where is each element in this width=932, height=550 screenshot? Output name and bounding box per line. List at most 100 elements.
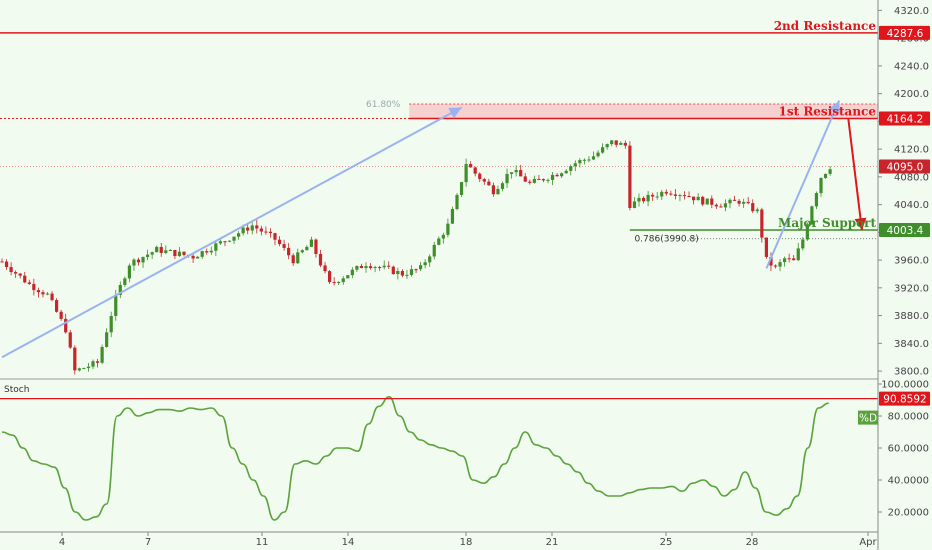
candle-body xyxy=(783,258,787,263)
candle-body xyxy=(64,318,68,333)
candle-body xyxy=(241,227,245,234)
candle-body xyxy=(14,272,18,274)
candle-body xyxy=(259,228,263,232)
candle-body xyxy=(246,227,250,231)
candle-body xyxy=(687,196,691,198)
candle-body xyxy=(660,191,664,197)
candle-body xyxy=(91,361,95,367)
major-support-label: Major Support xyxy=(778,216,876,230)
stoch-tick-label: 20.0000 xyxy=(888,508,929,519)
candle-body xyxy=(732,199,737,201)
candle-body xyxy=(455,194,459,210)
candle-body xyxy=(641,197,646,202)
candle-body xyxy=(168,249,172,251)
candle-body xyxy=(646,194,650,202)
candle-body xyxy=(814,193,819,207)
candle-body xyxy=(32,283,36,291)
candle-body xyxy=(346,275,350,279)
candle-body xyxy=(519,169,523,177)
candle-body xyxy=(623,142,627,146)
candle-body xyxy=(0,261,4,263)
candle-body xyxy=(277,239,282,245)
candle-body xyxy=(350,269,354,276)
candle-body xyxy=(810,206,814,225)
candle-body xyxy=(537,178,541,180)
candle-body xyxy=(696,196,700,201)
candle-body xyxy=(582,159,586,161)
candle-body xyxy=(723,203,728,208)
price-tick-label: 4080.0 xyxy=(894,172,929,183)
candle-body xyxy=(328,271,332,283)
candle-body xyxy=(550,174,555,180)
candle-body xyxy=(423,262,427,266)
candle-body xyxy=(823,173,828,178)
time-tick-label: 25 xyxy=(660,537,673,548)
candle-body xyxy=(500,183,505,189)
candle-body xyxy=(196,256,200,259)
candle-body xyxy=(560,173,564,177)
candle-body xyxy=(432,244,436,257)
price-tick-label: 3920.0 xyxy=(894,283,929,294)
candle-body xyxy=(223,241,227,243)
candle-body xyxy=(655,196,659,198)
candle-body xyxy=(705,198,709,205)
candle-body xyxy=(273,233,277,240)
candle-body xyxy=(314,239,318,254)
candle-body xyxy=(364,266,368,269)
candle-body xyxy=(59,311,63,319)
price-tick-label: 3840.0 xyxy=(894,339,929,350)
candle-body xyxy=(482,179,486,182)
candle-body xyxy=(232,236,236,241)
candle-body xyxy=(400,271,404,276)
candle-body xyxy=(387,265,391,267)
candle-body xyxy=(136,259,141,263)
candle-body xyxy=(692,196,696,201)
candle-body xyxy=(182,251,186,255)
candle-body xyxy=(100,346,104,363)
candle-body xyxy=(77,368,81,371)
candle-body xyxy=(55,300,59,312)
time-tick-label: 28 xyxy=(746,537,759,548)
candle-body xyxy=(496,188,500,195)
candle-body xyxy=(268,231,273,234)
candle-body xyxy=(27,282,31,284)
candle-body xyxy=(105,332,109,347)
candle-body xyxy=(614,140,618,145)
candle-body xyxy=(73,347,77,371)
candle-body xyxy=(541,179,546,181)
candle-body xyxy=(478,173,482,180)
candle-body xyxy=(123,278,127,285)
candle-body xyxy=(505,173,509,184)
candle-body xyxy=(200,251,204,257)
candle-body xyxy=(255,225,259,229)
time-tick-label: 14 xyxy=(342,537,355,548)
candle-body xyxy=(682,195,687,197)
tag-first-resistance-text: 4164.2 xyxy=(887,113,924,125)
candles xyxy=(0,140,832,375)
candle-body xyxy=(773,265,778,267)
candle-body xyxy=(291,255,295,264)
candle-body xyxy=(437,238,441,245)
candle-body xyxy=(146,254,150,258)
candle-body xyxy=(751,203,755,212)
time-tick-label: 21 xyxy=(546,537,559,548)
candle-body xyxy=(819,177,823,194)
time-tick-label: Apr xyxy=(859,537,877,548)
time-tick-label: 11 xyxy=(256,537,269,548)
candle-body xyxy=(318,253,323,266)
candle-body xyxy=(177,251,182,257)
candle-body xyxy=(414,269,418,271)
candle-body xyxy=(409,269,414,275)
candle-body xyxy=(323,265,327,272)
first-resistance-label: 1st Resistance xyxy=(779,104,877,118)
candle-body xyxy=(632,201,637,208)
candle-body xyxy=(578,160,582,164)
candle-body xyxy=(164,250,168,253)
candle-body xyxy=(605,144,609,148)
tag-second-resistance-bg xyxy=(879,25,930,40)
candle-body xyxy=(828,169,832,174)
candle-body xyxy=(796,248,800,261)
candle-body xyxy=(591,156,596,160)
candle-body xyxy=(728,199,732,204)
